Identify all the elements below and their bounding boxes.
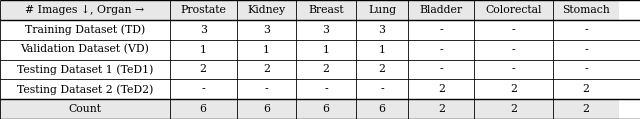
- Bar: [0, 99, 170, 119]
- Bar: [170, 99, 237, 119]
- Bar: [408, 60, 474, 79]
- Text: Bladder: Bladder: [420, 5, 463, 15]
- Text: Training Dataset (TD): Training Dataset (TD): [25, 25, 145, 35]
- Text: 2: 2: [582, 84, 589, 94]
- Text: -: -: [584, 25, 588, 35]
- Bar: [170, 79, 237, 99]
- Bar: [408, 20, 474, 40]
- Text: 2: 2: [200, 64, 207, 74]
- Bar: [553, 0, 619, 20]
- Bar: [408, 0, 474, 20]
- Bar: [0, 40, 170, 60]
- Text: 6: 6: [379, 104, 385, 114]
- Text: 1: 1: [200, 45, 207, 55]
- Text: -: -: [512, 45, 515, 55]
- Text: 6: 6: [323, 104, 330, 114]
- Text: -: -: [265, 84, 268, 94]
- Text: 2: 2: [323, 64, 330, 74]
- Bar: [0, 60, 170, 79]
- Bar: [356, 0, 408, 20]
- Text: -: -: [440, 45, 443, 55]
- Text: Validation Dataset (VD): Validation Dataset (VD): [20, 44, 149, 55]
- Text: 1: 1: [379, 45, 385, 55]
- Bar: [237, 20, 296, 40]
- Text: 6: 6: [200, 104, 207, 114]
- Text: -: -: [324, 84, 328, 94]
- Text: Testing Dataset 2 (TeD2): Testing Dataset 2 (TeD2): [17, 84, 153, 94]
- Bar: [553, 99, 619, 119]
- Text: 3: 3: [200, 25, 207, 35]
- Text: Kidney: Kidney: [248, 5, 285, 15]
- Bar: [474, 40, 553, 60]
- Bar: [296, 79, 356, 99]
- Bar: [356, 79, 408, 99]
- Bar: [474, 79, 553, 99]
- Bar: [553, 20, 619, 40]
- Bar: [553, 60, 619, 79]
- Text: -: -: [584, 64, 588, 74]
- Text: 2: 2: [263, 64, 270, 74]
- Text: Breast: Breast: [308, 5, 344, 15]
- Bar: [296, 60, 356, 79]
- Bar: [0, 79, 170, 99]
- Bar: [170, 60, 237, 79]
- Text: -: -: [380, 84, 384, 94]
- Bar: [553, 79, 619, 99]
- Bar: [408, 79, 474, 99]
- Text: 2: 2: [438, 84, 445, 94]
- Text: 2: 2: [510, 84, 517, 94]
- Text: 2: 2: [582, 104, 589, 114]
- Text: Count: Count: [68, 104, 101, 114]
- Bar: [408, 40, 474, 60]
- Text: 6: 6: [263, 104, 270, 114]
- Bar: [474, 99, 553, 119]
- Bar: [170, 20, 237, 40]
- Bar: [0, 20, 170, 40]
- Text: 2: 2: [379, 64, 385, 74]
- Bar: [408, 99, 474, 119]
- Bar: [170, 40, 237, 60]
- Text: Colorectal: Colorectal: [485, 5, 542, 15]
- Bar: [237, 79, 296, 99]
- Text: 3: 3: [323, 25, 330, 35]
- Bar: [296, 99, 356, 119]
- Bar: [474, 20, 553, 40]
- Bar: [0, 0, 170, 20]
- Text: 2: 2: [510, 104, 517, 114]
- Bar: [474, 60, 553, 79]
- Text: -: -: [584, 45, 588, 55]
- Bar: [356, 99, 408, 119]
- Text: -: -: [202, 84, 205, 94]
- Text: 1: 1: [263, 45, 270, 55]
- Bar: [237, 0, 296, 20]
- Text: Prostate: Prostate: [180, 5, 226, 15]
- Text: Testing Dataset 1 (TeD1): Testing Dataset 1 (TeD1): [17, 64, 153, 75]
- Text: 3: 3: [263, 25, 270, 35]
- Bar: [356, 20, 408, 40]
- Bar: [474, 0, 553, 20]
- Text: 3: 3: [379, 25, 385, 35]
- Text: 2: 2: [438, 104, 445, 114]
- Text: -: -: [440, 25, 443, 35]
- Text: # Images ↓, Organ →: # Images ↓, Organ →: [25, 5, 145, 15]
- Text: -: -: [512, 25, 515, 35]
- Bar: [356, 40, 408, 60]
- Bar: [553, 40, 619, 60]
- Bar: [237, 40, 296, 60]
- Text: Lung: Lung: [368, 5, 396, 15]
- Text: -: -: [512, 64, 515, 74]
- Text: -: -: [440, 64, 443, 74]
- Bar: [296, 0, 356, 20]
- Text: Stomach: Stomach: [562, 5, 610, 15]
- Bar: [356, 60, 408, 79]
- Bar: [237, 60, 296, 79]
- Bar: [237, 99, 296, 119]
- Bar: [296, 20, 356, 40]
- Bar: [170, 0, 237, 20]
- Bar: [296, 40, 356, 60]
- Text: 1: 1: [323, 45, 330, 55]
